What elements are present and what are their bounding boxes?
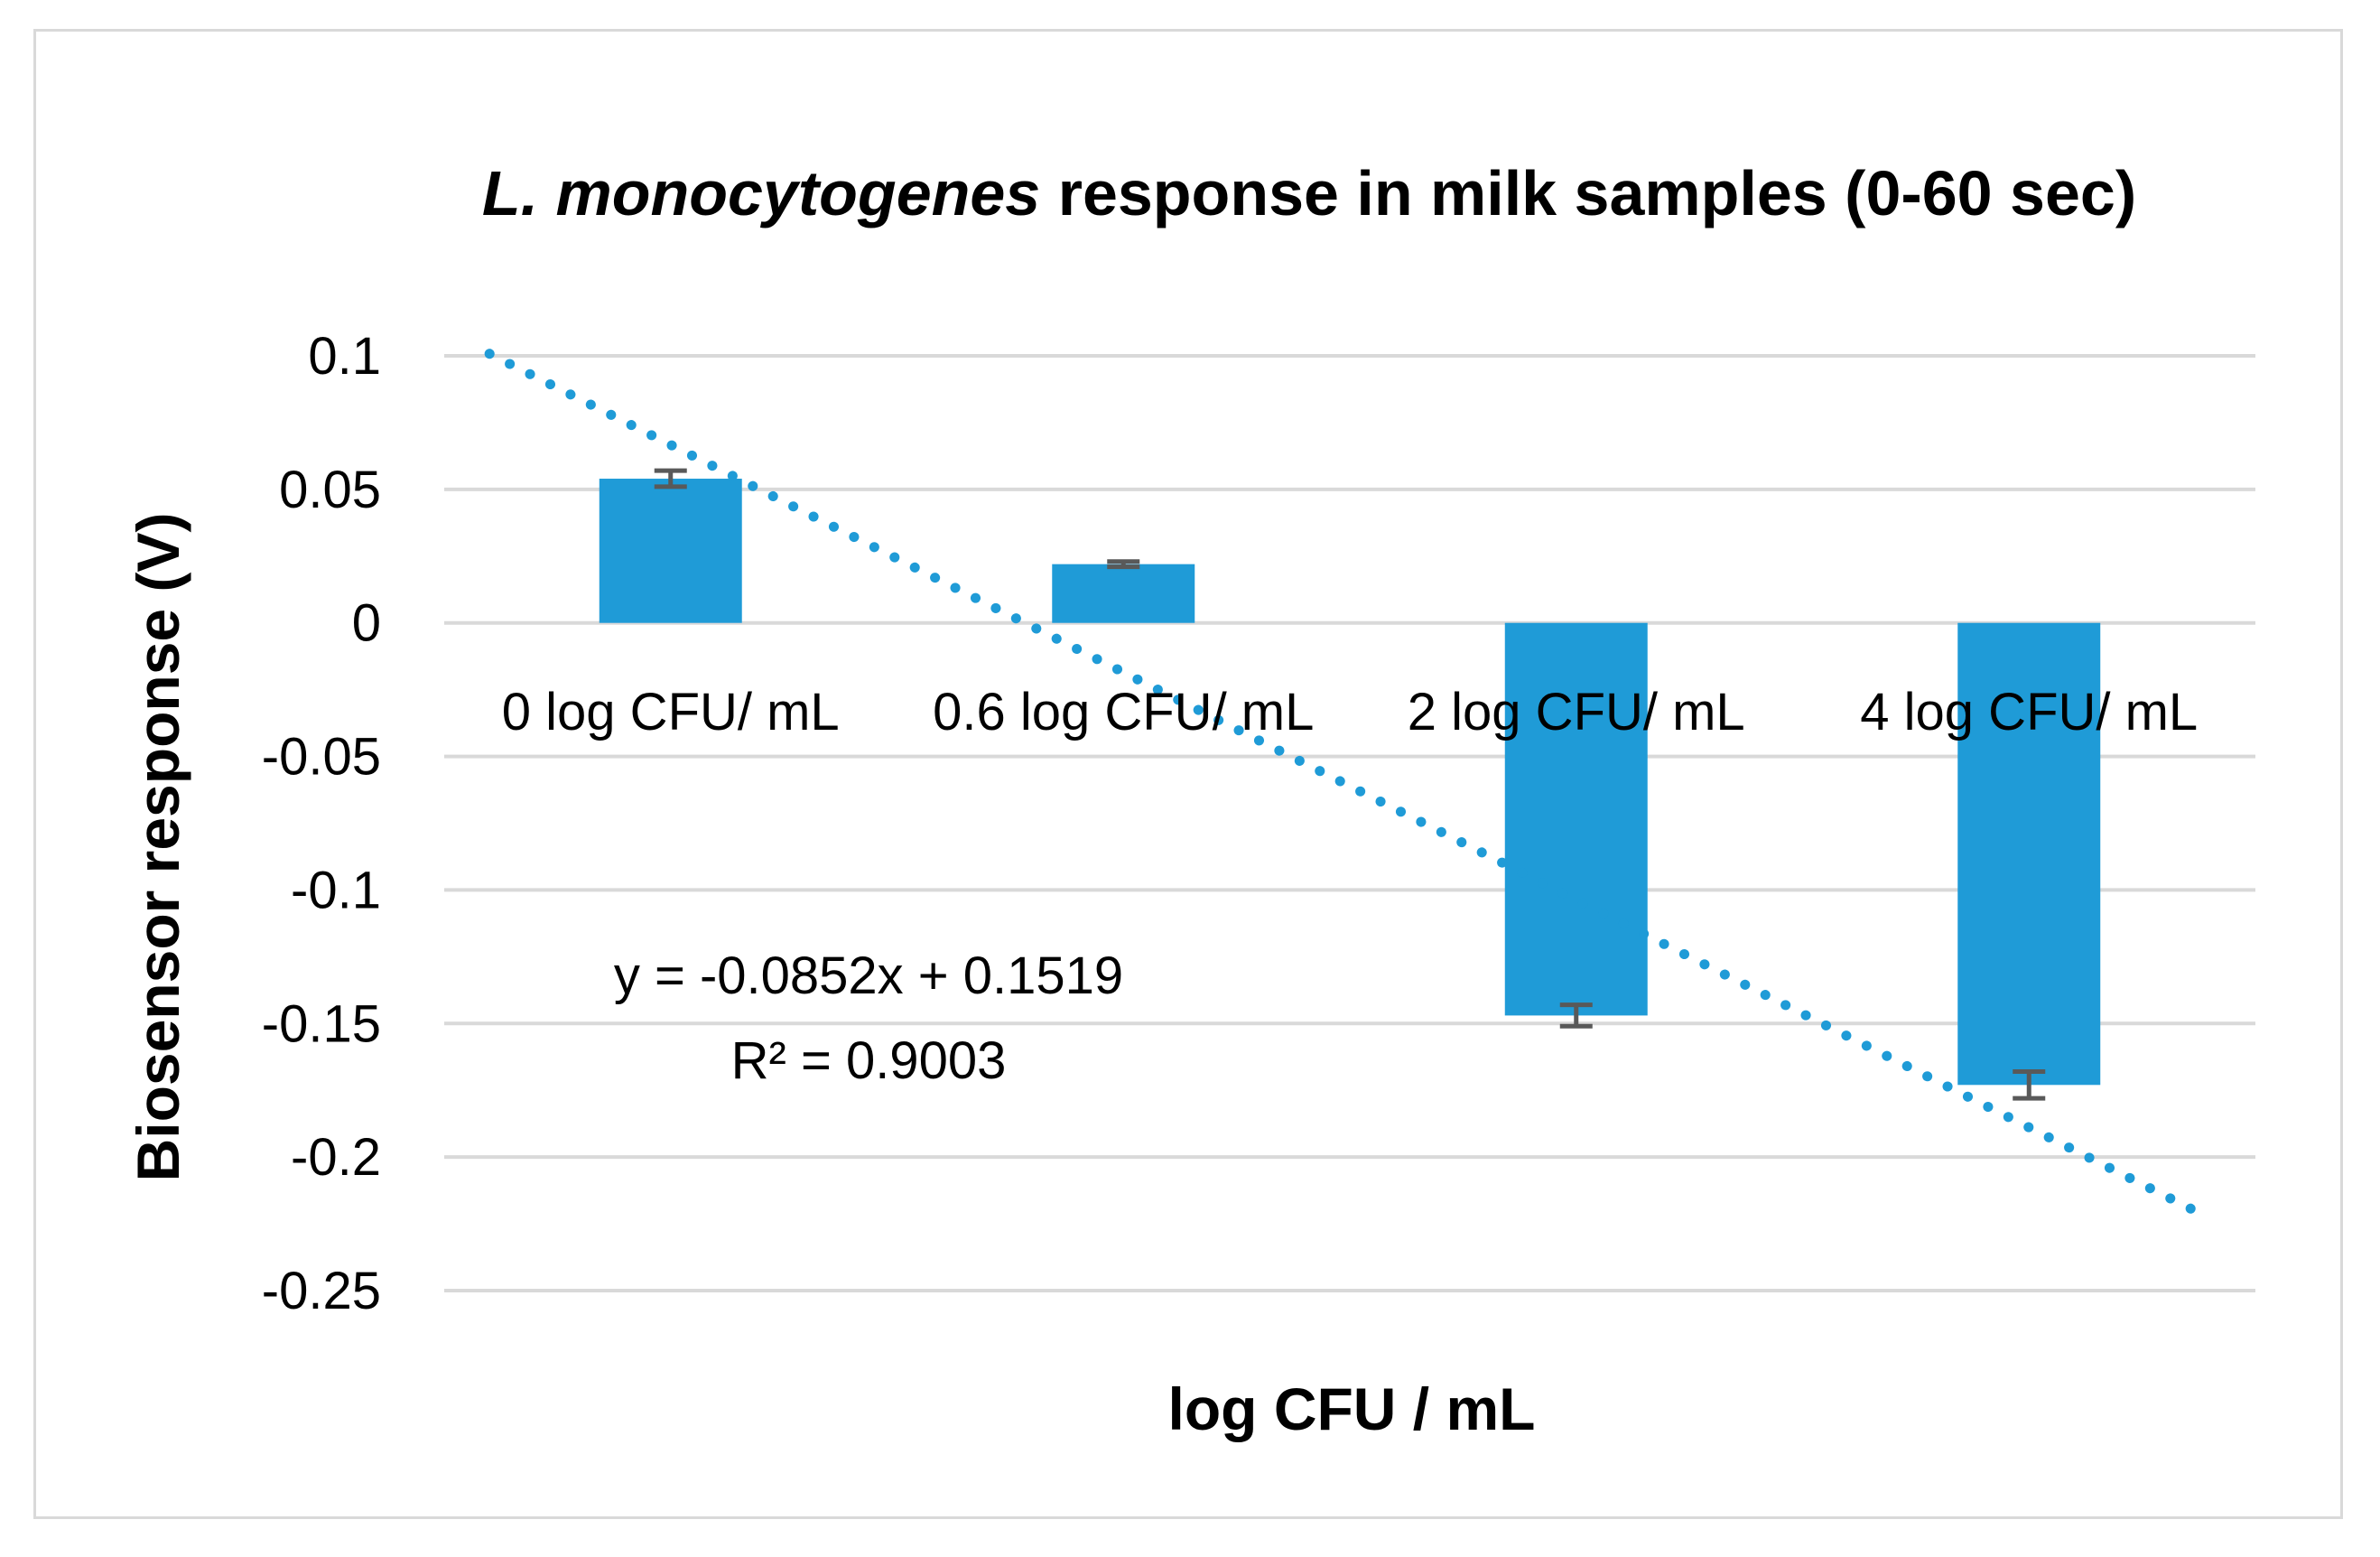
category-labels: 0 log CFU/ mL 0.6 log CFU/ mL 2 log CFU/ m… [502, 683, 2198, 741]
error-bar [2013, 1069, 2046, 1101]
category-label: 2 log CFU/ mL [1408, 683, 1745, 741]
error-bar [654, 468, 687, 489]
y-tick-labels: 0.1 0.05 0 -0.05 -0.1 -0.15 -0.2 -0.25 [262, 327, 381, 1320]
gridlines [444, 354, 2255, 1292]
bars [599, 479, 2101, 1086]
y-tick-label: 0.1 [308, 327, 381, 386]
chart-title-italic: L. monocytogenes [482, 158, 1040, 228]
error-bar [1107, 559, 1140, 570]
x-axis-title: log CFU / mL [1168, 1375, 1536, 1442]
y-tick-label: -0.25 [262, 1262, 381, 1320]
category-label: 0 log CFU/ mL [502, 683, 840, 741]
bar [599, 479, 742, 623]
bar [1957, 622, 2101, 1086]
y-tick-label: -0.2 [291, 1128, 381, 1187]
y-tick-label: -0.05 [262, 728, 381, 787]
error-bar [1559, 1002, 1593, 1029]
chart-title: L. monocytogenes response in milk sample… [482, 158, 2136, 228]
error-bars [654, 468, 2046, 1101]
trendline [484, 349, 2216, 1224]
trendline-r-squared: R² = 0.9003 [731, 1031, 1007, 1090]
trendline-equation: y = -0.0852x + 0.1519 [614, 946, 1123, 1005]
bar [1504, 622, 1648, 1016]
category-label: 4 log CFU/ mL [1860, 683, 2198, 741]
y-tick-label: 0.05 [279, 461, 381, 519]
chart-title-rest: response in milk samples (0-60 sec) [1040, 158, 2136, 228]
bar [1052, 564, 1195, 623]
trendline-line [484, 349, 2216, 1224]
y-tick-label: 0 [352, 594, 381, 653]
y-tick-label: -0.15 [262, 994, 381, 1053]
category-label: 0.6 log CFU/ mL [933, 683, 1314, 741]
y-tick-label: -0.1 [291, 861, 381, 919]
y-axis-title: Biosensor response (V) [125, 513, 191, 1182]
